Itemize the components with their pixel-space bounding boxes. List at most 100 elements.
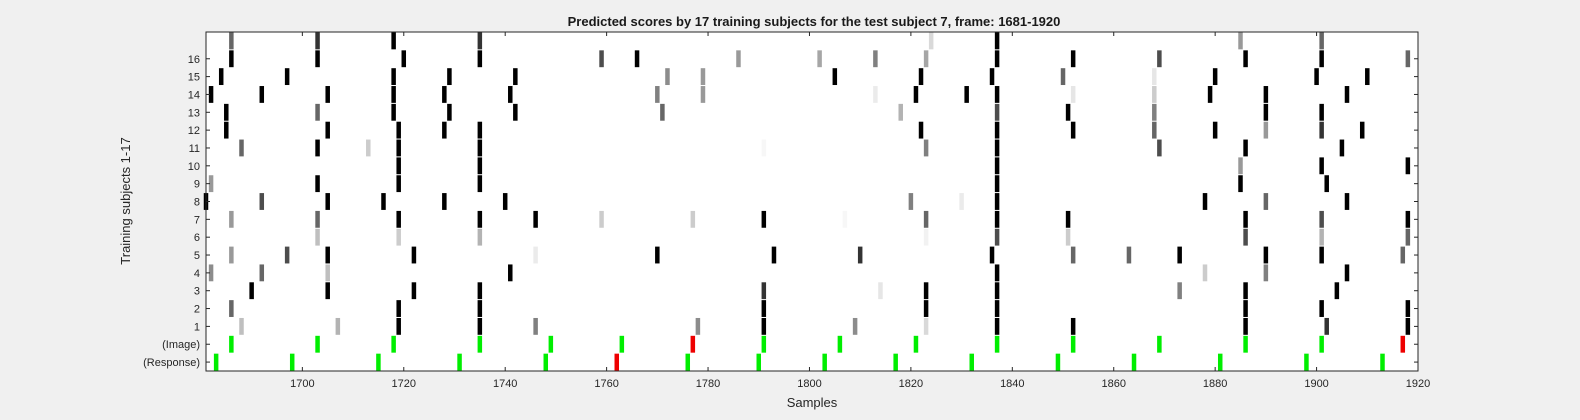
score-cell [1263,86,1269,103]
score-cell [1365,68,1370,86]
score-cell [1238,32,1243,50]
score-cell [396,300,401,317]
score-cell [1065,210,1071,228]
score-cell [447,68,452,86]
image-mark [1070,335,1076,353]
score-cell [396,139,401,157]
score-cell [315,210,320,228]
score-cell [857,246,863,264]
score-cell [1243,139,1248,157]
score-cell [1177,246,1182,264]
score-cell [660,103,665,121]
score-cell [1405,228,1411,246]
score-cell [1243,282,1248,300]
score-cell [908,193,914,210]
score-cell [396,228,401,246]
x-tick-label: 1780 [696,378,720,390]
score-cell [994,300,1000,317]
score-cell [229,32,234,50]
score-cell [994,264,1000,282]
cell-layer [203,32,1411,371]
score-cell [325,246,330,264]
score-cell [994,32,1000,50]
score-cell [325,282,330,300]
score-cell [335,317,341,335]
score-cell [852,317,858,335]
score-cell [1405,317,1411,335]
x-axis: 1700 1720 1740 1760 1780 1800 1820 1840 1860 1880… [290,32,1430,390]
score-cell [1152,121,1157,139]
score-cell [690,210,696,228]
score-cell [994,157,1000,175]
score-cell [873,50,878,68]
score-cell [1152,103,1157,121]
score-cell [442,193,447,210]
score-cell [1070,121,1076,139]
score-cell [533,317,538,335]
y-tick-label: 7 [194,214,200,226]
score-cell [994,103,1000,121]
score-cell [994,50,1000,68]
score-cell [1319,210,1324,228]
score-cell [700,68,706,86]
score-cell [655,86,660,103]
score-cell [447,103,452,121]
response-mark [543,353,549,371]
image-mark [477,335,483,353]
score-cell [477,317,483,335]
score-cell [1157,139,1162,157]
score-cell [239,139,244,157]
score-cell [873,86,878,103]
score-cell [913,86,919,103]
image-mark [619,335,625,353]
x-tick-label: 1760 [594,378,618,390]
score-cell [208,264,214,282]
score-cell [315,50,320,68]
score-cell [1359,121,1365,139]
score-cell [411,246,417,264]
response-mark [289,353,295,371]
score-cell [1324,317,1329,335]
y-tick-label: 13 [188,107,200,119]
score-cell [964,86,969,103]
score-cell [259,86,265,103]
score-cell [989,246,995,264]
y-tick-label: 11 [189,143,200,155]
score-cell [1263,121,1269,139]
score-cell [761,139,767,157]
image-mark [1400,335,1406,353]
score-cell [634,50,640,68]
response-mark [1304,353,1309,371]
score-cell [513,103,518,121]
x-tick-label: 1700 [290,378,314,390]
y-tick-label: 10 [188,161,200,173]
score-cell [1126,246,1132,264]
x-tick-label: 1800 [797,378,821,390]
score-cell [1060,68,1066,86]
score-cell [1405,300,1411,317]
score-cell [1314,68,1319,86]
score-cell [994,210,1000,228]
score-cell [1070,317,1076,335]
score-cell [477,32,483,50]
score-cell [513,68,518,86]
score-cell [391,68,396,86]
score-cell [325,193,330,210]
score-cell [761,317,767,335]
score-cell [1339,139,1345,157]
x-tick-label: 1740 [493,378,517,390]
y-tick-label: 1 [194,321,200,333]
score-cell [771,246,777,264]
score-cell [761,282,767,300]
score-cell [229,50,234,68]
score-cell [239,317,244,335]
score-cell [1243,317,1248,335]
score-cell [989,68,995,86]
y-tick-label: 6 [194,232,200,244]
score-cell [1157,50,1162,68]
image-mark [1157,335,1162,353]
score-cell [224,121,229,139]
score-cell [898,103,903,121]
image-mark [913,335,919,353]
score-cell [284,68,290,86]
